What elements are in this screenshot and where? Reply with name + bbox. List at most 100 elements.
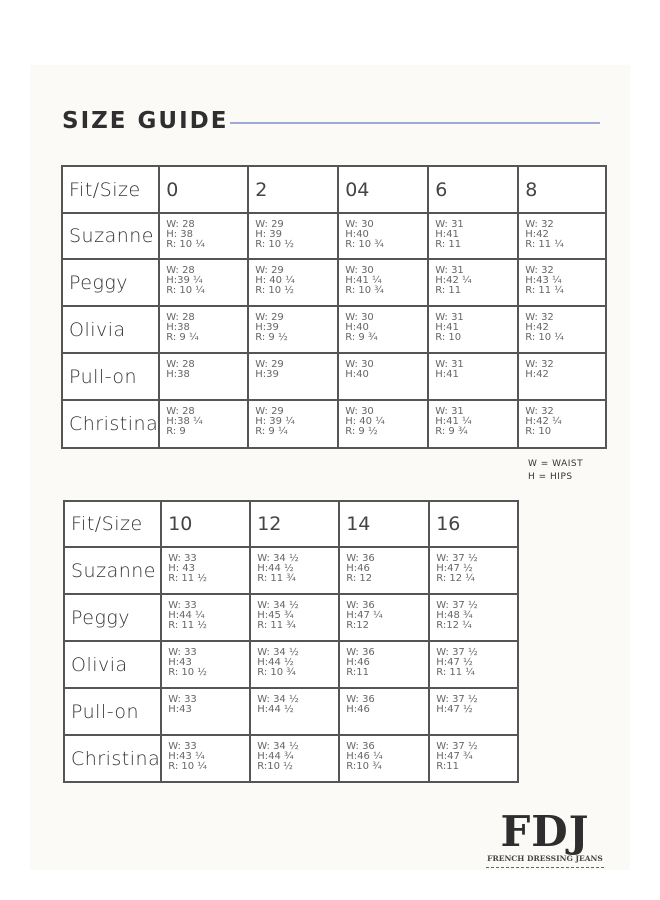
legend: W = WAIST H = HIPS: [528, 458, 583, 484]
waist-value: W: 33: [168, 553, 197, 564]
measurement-cell: W: 32 H:42 R: 10 ¼: [517, 305, 608, 354]
rise-value: R: 9 ¾: [345, 332, 378, 343]
rise-value: R: 11 ½: [168, 573, 208, 584]
measurement-cell: W: 37 ½ H:47 ½ R: 12 ¼: [428, 546, 520, 595]
hips-value: H:41 ¼: [345, 275, 382, 286]
hips-value: H:46: [346, 563, 370, 574]
measurement-cell: W: 30 H:40 R: 10 ¾: [337, 212, 430, 260]
measurement-cell: W: 30 H:41 ¼ R: 10 ¾: [337, 258, 430, 307]
hips-value: H:39 ¼: [166, 275, 203, 286]
hips-value: H:38 ¼: [166, 416, 203, 427]
legend-waist: W = WAIST: [528, 459, 584, 469]
fit-size-header: Fit/Size: [62, 500, 163, 548]
rise-value: R:10 ¾: [346, 761, 382, 772]
fit-name: Olivia: [62, 640, 163, 689]
hips-value: H:42: [525, 322, 549, 333]
waist-value: W: 30: [345, 265, 374, 276]
hips-value: H:48 ¾: [436, 610, 473, 621]
rise-value: R: 10 ½: [168, 667, 208, 678]
rise-value: R: 11 ½: [168, 620, 208, 631]
waist-value: W: 29: [255, 265, 284, 276]
logo-mark: FDJ: [500, 807, 590, 856]
measurement-cell: W: 33 H:43 R: 10 ½: [160, 640, 252, 689]
waist-value: W: 32: [525, 406, 554, 417]
size-header: 14: [338, 500, 431, 548]
waist-value: W: 32: [525, 219, 554, 230]
waist-value: W: 37 ½: [436, 600, 478, 611]
waist-value: W: 34 ½: [257, 647, 299, 658]
waist-value: W: 29: [255, 219, 284, 230]
size-table-small: Fit/Size 0 2 04 6 8 Suzanne W: 28 H: 38 R: 10 ¼ W:…: [60, 165, 608, 449]
hips-value: H:38: [166, 322, 190, 333]
hips-value: H:42: [525, 229, 549, 240]
rise-value: R: 9 ½: [345, 426, 378, 437]
fit-name: Christina: [62, 734, 163, 783]
rise-value: R: 9: [166, 426, 186, 437]
waist-value: W: 34 ½: [257, 694, 299, 705]
waist-value: W: 33: [168, 647, 197, 658]
measurement-cell: W: 36 H:47 ¼ R:12: [338, 593, 431, 642]
hips-value: H:47 ½: [436, 563, 473, 574]
waist-value: W: 32: [525, 359, 554, 370]
size-header: 0: [158, 165, 250, 214]
rise-value: R:12: [346, 620, 369, 631]
hips-value: H:43: [168, 657, 192, 668]
rise-value: R: 10: [435, 332, 462, 343]
hips-value: H:44 ½: [257, 563, 294, 574]
rise-value: R: 10: [525, 426, 552, 437]
hips-value: H:41 ¼: [435, 416, 472, 427]
rise-value: R: 9 ¾: [435, 426, 468, 437]
measurement-cell: W: 31 H:41 ¼ R: 9 ¾: [427, 399, 520, 449]
waist-value: W: 36: [346, 647, 375, 658]
rise-value: R: 11 ¼: [525, 239, 565, 250]
fit-name: Suzanne: [60, 212, 161, 260]
measurement-cell: W: 36 H:46 R: 12: [338, 546, 431, 595]
hips-value: H:38: [166, 369, 190, 380]
hips-value: H:47 ½: [436, 704, 473, 715]
rise-value: R: 10 ¼: [168, 761, 208, 772]
rise-value: R:11: [346, 667, 369, 678]
size-header: 8: [517, 165, 608, 214]
table-row: Olivia W: 33 H:43 R: 10 ½ W: 34 ½ H:44 ½ R: 10…: [62, 640, 520, 689]
rise-value: R: 10 ¼: [525, 332, 565, 343]
fit-name: Suzanne: [62, 546, 163, 595]
measurement-cell: W: 37 ½ H:47 ½: [428, 687, 520, 736]
rise-value: R: 10 ¼: [166, 285, 206, 296]
hips-value: H:44 ¾: [257, 751, 294, 762]
hips-value: H:47 ¾: [436, 751, 473, 762]
hips-value: H:41: [435, 369, 459, 380]
waist-value: W: 34 ½: [257, 741, 299, 752]
hips-value: H:46 ¼: [346, 751, 383, 762]
waist-value: W: 29: [255, 406, 284, 417]
rise-value: R: 10 ½: [255, 285, 295, 296]
hips-value: H: 43: [168, 563, 196, 574]
measurement-cell: W: 31 H:41: [427, 352, 520, 401]
table-row: Pull-on W: 33 H:43 W: 34 ½ H:44 ½ W: 36 H:46 W:…: [62, 687, 520, 736]
size-header: 10: [160, 500, 252, 548]
measurement-cell: W: 34 ½ H:44 ½ R: 10 ¾: [249, 640, 341, 689]
header-row: Fit/Size 0 2 04 6 8: [60, 165, 608, 214]
rise-value: R: 11 ¼: [436, 667, 476, 678]
hips-value: H:42 ¼: [435, 275, 472, 286]
waist-value: W: 36: [346, 694, 375, 705]
measurement-cell: W: 29 H:39: [247, 352, 340, 401]
page-title: SIZE GUIDE: [62, 108, 229, 134]
measurement-cell: W: 29 H: 39 R: 10 ½: [247, 212, 340, 260]
measurement-cell: W: 36 H:46 R:11: [338, 640, 431, 689]
rise-value: R: 11 ¾: [257, 573, 297, 584]
fit-name: Pull-on: [60, 352, 161, 401]
waist-value: W: 36: [346, 741, 375, 752]
rise-value: R: 12: [346, 573, 373, 584]
waist-value: W: 36: [346, 600, 375, 611]
hips-value: H:40: [345, 322, 369, 333]
hips-value: H:41: [435, 322, 459, 333]
waist-value: W: 28: [166, 359, 195, 370]
rise-value: R: 11: [435, 285, 462, 296]
measurement-cell: W: 34 ½ H:44 ¾ R:10 ½: [249, 734, 341, 783]
fit-name: Olivia: [60, 305, 161, 354]
measurement-cell: W: 34 ½ H:44 ½: [249, 687, 341, 736]
measurement-cell: W: 33 H:43 ¼ R: 10 ¼: [160, 734, 252, 783]
fit-name: Peggy: [60, 258, 161, 307]
hips-value: H:43: [168, 704, 192, 715]
rise-value: R:10 ½: [257, 761, 293, 772]
